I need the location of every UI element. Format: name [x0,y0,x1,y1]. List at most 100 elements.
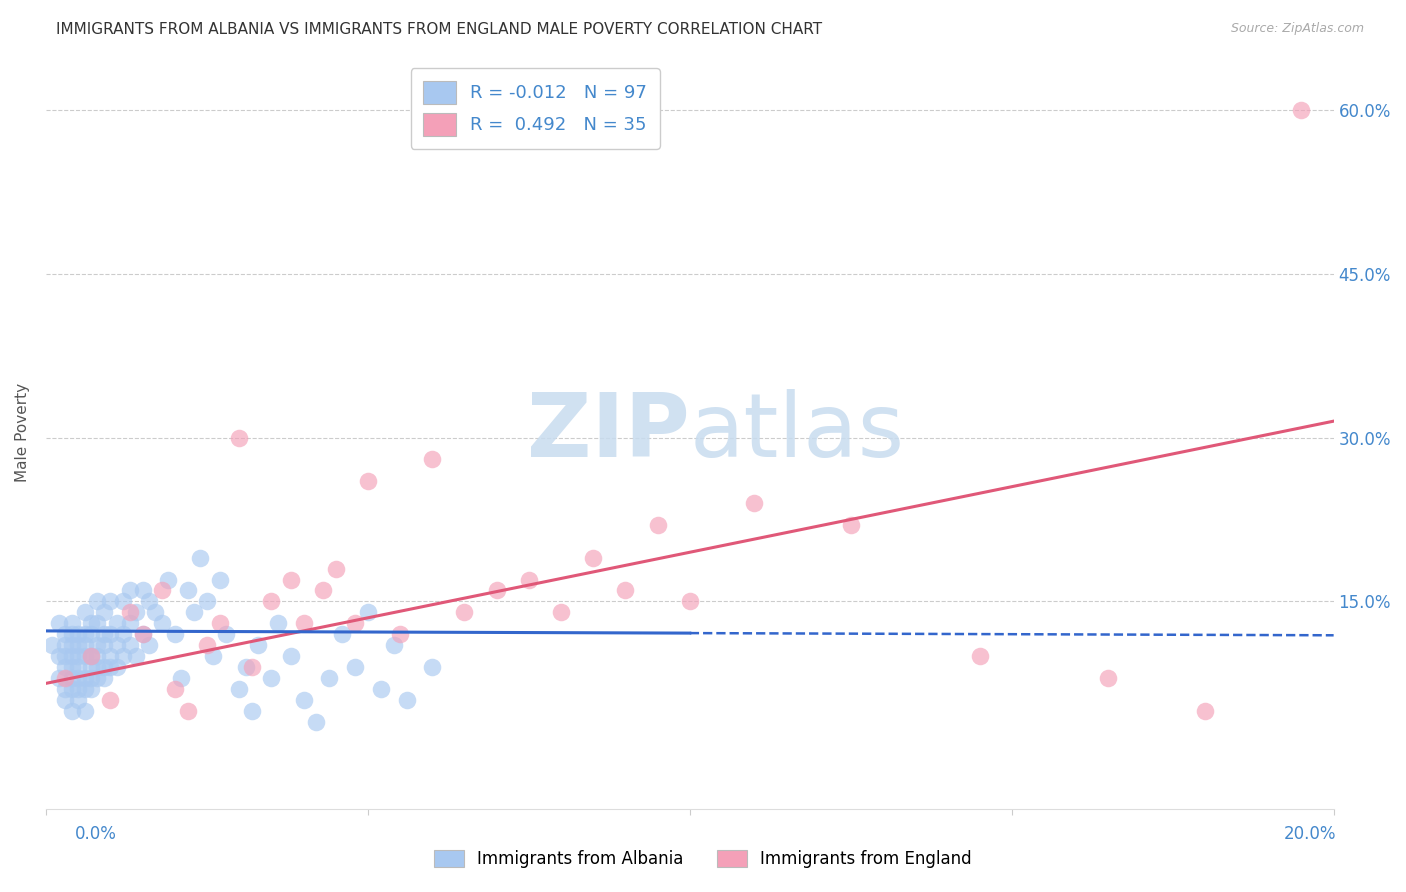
Point [357,475,380,489]
Point [325,561,347,575]
Point [280,573,302,587]
Text: Source: ZipAtlas.com: Source: ZipAtlas.com [1230,22,1364,36]
Point [67,648,90,663]
Point [389,627,412,641]
Point [969,648,991,663]
Point [343,616,366,631]
Point [453,605,475,619]
Point [86,660,108,674]
Point [60,660,83,674]
Point [98,594,121,608]
Text: 0.0%: 0.0% [75,825,117,843]
Point [318,671,340,685]
Point [131,627,153,641]
Point [150,616,173,631]
Point [195,594,218,608]
Point [679,594,702,608]
Point [1097,671,1119,685]
Point [48,648,70,663]
Point [60,648,83,663]
Point [1291,103,1313,117]
Point [170,671,193,685]
Point [163,681,186,696]
Point [550,605,572,619]
Point [145,605,167,619]
Point [485,583,508,598]
Point [80,671,103,685]
Point [73,648,96,663]
Point [67,627,90,641]
Legend: R = -0.012   N = 97, R =  0.492   N = 35: R = -0.012 N = 97, R = 0.492 N = 35 [411,68,659,149]
Point [105,616,128,631]
Point [53,638,76,652]
Point [163,627,186,641]
Point [208,616,231,631]
Point [1194,704,1216,718]
Text: IMMIGRANTS FROM ALBANIA VS IMMIGRANTS FROM ENGLAND MALE POVERTY CORRELATION CHAR: IMMIGRANTS FROM ALBANIA VS IMMIGRANTS FR… [56,22,823,37]
Point [60,704,83,718]
Point [742,496,765,510]
Text: ZIP: ZIP [527,389,690,475]
Point [98,648,121,663]
Point [105,660,128,674]
Point [150,583,173,598]
Point [125,648,148,663]
Point [93,627,115,641]
Point [260,594,283,608]
Point [53,681,76,696]
Point [157,573,180,587]
Point [86,648,108,663]
Legend: Immigrants from Albania, Immigrants from England: Immigrants from Albania, Immigrants from… [427,843,979,875]
Point [614,583,637,598]
Point [235,660,257,674]
Point [73,681,96,696]
Point [67,671,90,685]
Point [312,583,335,598]
Point [86,671,108,685]
Point [80,660,103,674]
Point [60,616,83,631]
Point [93,660,115,674]
Point [118,638,141,652]
Point [138,638,160,652]
Point [195,638,218,652]
Point [647,517,669,532]
Point [370,681,392,696]
Point [131,583,153,598]
Point [190,550,212,565]
Point [112,627,135,641]
Point [357,605,380,619]
Point [228,681,250,696]
Point [202,648,225,663]
Point [67,638,90,652]
Point [112,648,135,663]
Point [208,573,231,587]
Point [240,660,263,674]
Point [280,648,302,663]
Point [98,660,121,674]
Point [73,704,96,718]
Point [105,638,128,652]
Point [176,704,198,718]
Point [80,648,103,663]
Text: 20.0%: 20.0% [1284,825,1337,843]
Point [267,616,290,631]
Point [80,681,103,696]
Point [292,692,315,706]
Point [67,660,90,674]
Point [73,605,96,619]
Point [138,594,160,608]
Point [41,638,63,652]
Point [131,627,153,641]
Point [118,605,141,619]
Point [305,714,328,729]
Point [53,648,76,663]
Point [80,648,103,663]
Point [80,627,103,641]
Point [93,605,115,619]
Point [60,627,83,641]
Point [176,583,198,598]
Point [839,517,862,532]
Point [60,671,83,685]
Point [228,431,250,445]
